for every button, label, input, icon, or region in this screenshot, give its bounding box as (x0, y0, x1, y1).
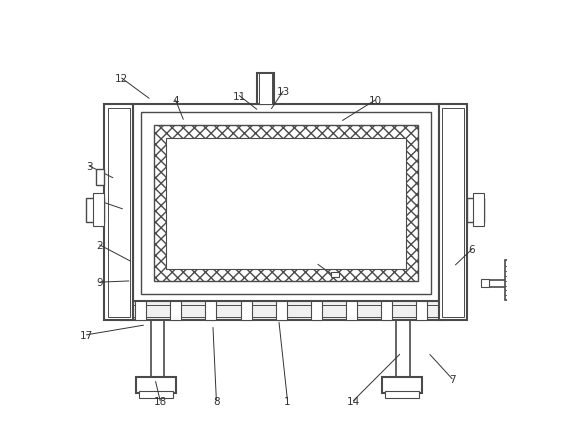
Bar (385, 392, 419, 398)
Bar (120, 301, 444, 321)
Bar (275, 301, 286, 321)
Bar (136, 377, 177, 393)
Bar (439, 105, 467, 321)
Bar (109, 109, 131, 317)
Text: 2: 2 (96, 240, 103, 250)
Bar (259, 74, 272, 105)
Bar (133, 105, 439, 302)
Bar (382, 377, 422, 393)
Bar (467, 198, 484, 223)
Text: 13: 13 (277, 87, 290, 97)
Bar (346, 301, 357, 321)
Bar (170, 301, 181, 321)
Bar (443, 109, 464, 317)
Bar (141, 113, 431, 294)
Text: 14: 14 (347, 396, 360, 406)
Bar (166, 138, 405, 269)
Text: 4: 4 (172, 96, 179, 106)
Bar (139, 392, 173, 398)
Bar (205, 301, 216, 321)
Bar (310, 301, 322, 321)
Text: 8: 8 (213, 396, 220, 406)
Text: 11: 11 (232, 92, 246, 101)
Text: 9: 9 (96, 278, 103, 287)
Text: 3: 3 (86, 162, 93, 171)
Text: 12: 12 (115, 74, 128, 84)
Bar (473, 194, 484, 227)
Text: 1: 1 (284, 396, 291, 406)
Text: 17: 17 (80, 330, 93, 340)
Text: 7: 7 (449, 374, 455, 384)
Text: 5: 5 (96, 197, 103, 206)
Bar (331, 272, 339, 278)
Bar (154, 126, 418, 281)
Bar (96, 170, 104, 185)
Text: 10: 10 (369, 96, 382, 106)
Bar (135, 301, 146, 321)
Bar (505, 261, 528, 300)
Bar (166, 138, 405, 269)
Bar (481, 279, 489, 288)
Bar (381, 301, 392, 321)
Bar (240, 301, 251, 321)
Bar (257, 74, 274, 105)
Bar (416, 301, 427, 321)
Bar (86, 198, 104, 223)
Text: 18: 18 (154, 396, 167, 406)
Bar (104, 105, 133, 321)
Bar (93, 194, 104, 227)
Text: 6: 6 (469, 245, 475, 254)
